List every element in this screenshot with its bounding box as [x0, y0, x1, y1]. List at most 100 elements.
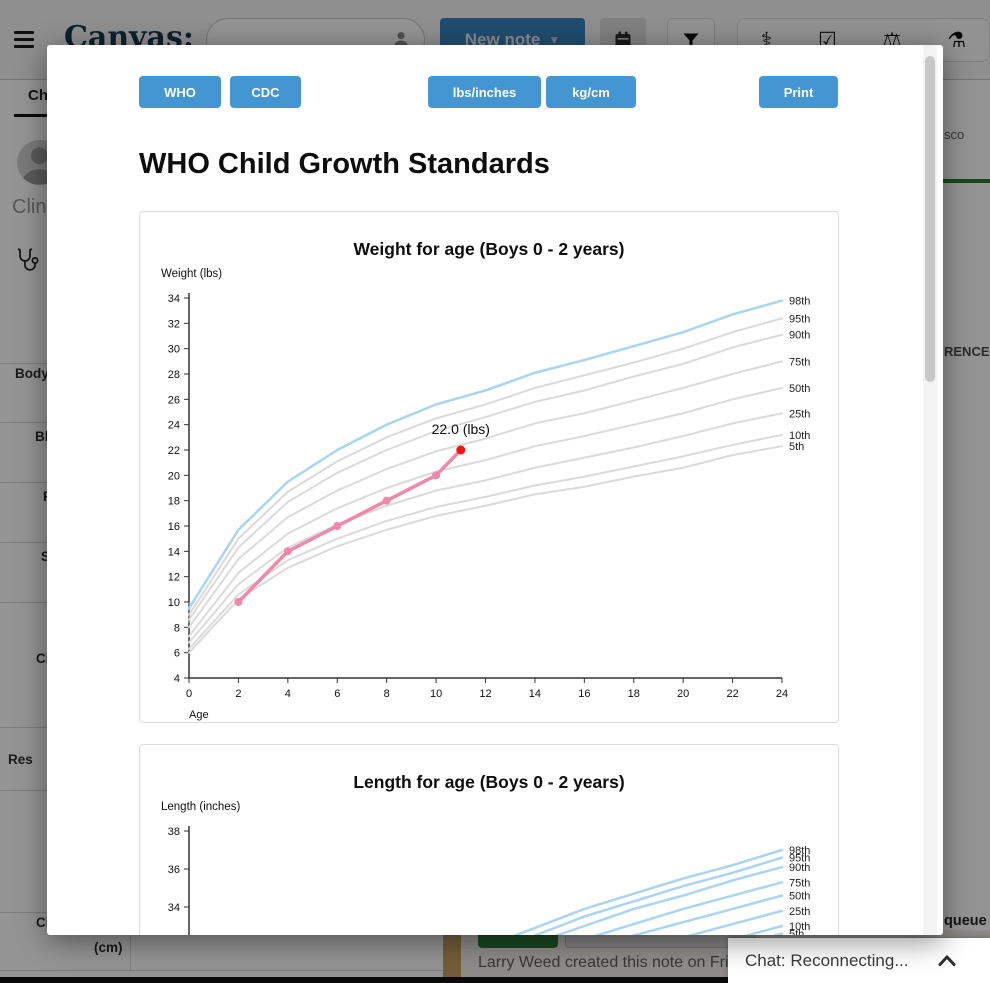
length-chart: 1820222426283032343638024681012141618202…	[168, 826, 810, 935]
vital-label-circumference: Ci	[36, 651, 50, 666]
bottom-bar	[0, 977, 990, 983]
chevron-down-icon: ▼	[548, 33, 561, 47]
percentile-label-25th: 25th	[789, 408, 810, 420]
percentile-label-90th: 90th	[789, 330, 810, 342]
y-tick-label: 14	[168, 546, 180, 558]
note-created-text: Larry Weed created this note on Friday, …	[478, 954, 771, 971]
percentile-label-98th: 98th	[789, 845, 810, 857]
axis-frame	[188, 293, 782, 679]
green-accent-line	[943, 179, 990, 183]
x-tick-label: 14	[529, 688, 541, 700]
kg-cm-button[interactable]: kg/cm	[546, 76, 636, 108]
vital-label-s: S	[41, 549, 51, 564]
chat-bar[interactable]: Chat: Reconnecting...	[728, 938, 990, 983]
modal-scrollbar-thumb[interactable]	[925, 56, 935, 382]
right-text-partial-rence: RENCE:	[944, 344, 990, 359]
percentile-curve-50th	[631, 894, 784, 935]
x-tick-label: 24	[776, 688, 788, 700]
length-chart-panel: Length for age (Boys 0 - 2 years) Length…	[139, 744, 839, 935]
percentile-label-10th: 10th	[789, 430, 810, 442]
y-tick-label: 12	[168, 572, 180, 584]
y-tick-label: 32	[168, 318, 180, 330]
active-tab-underline	[14, 114, 56, 117]
filter-icon	[683, 33, 699, 47]
x-tick-label: 12	[479, 688, 491, 700]
tab-chart[interactable]: Ch	[28, 87, 48, 104]
percentile-curve-95th	[532, 856, 784, 935]
patient-point	[382, 496, 391, 505]
percentile-label-10th: 10th	[789, 921, 810, 933]
percentile-label-5th: 5th	[789, 441, 804, 453]
percentile-curve-25th	[687, 909, 784, 935]
stethoscope-icon[interactable]	[16, 248, 40, 274]
percentile-label-98th: 98th	[789, 296, 810, 308]
x-tick-label: 10	[430, 688, 442, 700]
hamburger-menu-icon[interactable]	[14, 31, 34, 48]
percentile-label-50th: 50th	[789, 383, 810, 395]
weight-chart-panel: Weight for age (Boys 0 - 2 years) Weight…	[139, 211, 839, 723]
who-button[interactable]: WHO	[139, 76, 221, 108]
percentile-label-95th: 95th	[789, 853, 810, 865]
x-tick-label: 16	[578, 688, 590, 700]
length-chart-ylabel: Length (inches)	[161, 801, 241, 813]
y-tick-label: 4	[174, 673, 180, 685]
percentile-label-95th: 95th	[789, 313, 810, 325]
print-button[interactable]: Print	[759, 76, 838, 108]
y-tick-label: 34	[168, 902, 180, 914]
patient-point	[432, 471, 441, 480]
percentile-curve-75th	[594, 881, 784, 935]
percentile-label-90th: 90th	[789, 862, 810, 874]
note-edge-strip	[443, 930, 461, 977]
y-tick-label: 30	[168, 344, 180, 356]
patient-point	[283, 547, 292, 556]
clinic-label-partial: Clin	[12, 196, 47, 218]
x-tick-label: 2	[235, 688, 241, 700]
percentile-curve-25th	[188, 412, 783, 644]
percentile-curve-50th	[188, 386, 783, 638]
y-tick-label: 28	[168, 369, 180, 381]
x-tick-label: 6	[334, 688, 340, 700]
x-tick-label: 22	[726, 688, 738, 700]
percentile-curve-98th	[187, 299, 784, 610]
y-tick-label: 36	[168, 864, 180, 876]
x-axis-label: Age	[189, 709, 209, 721]
modal-scrollbar[interactable]	[923, 45, 937, 935]
weight-chart-title: Weight for age (Boys 0 - 2 years)	[353, 239, 625, 259]
y-tick-label: 22	[168, 445, 180, 457]
patient-point	[234, 598, 243, 606]
vital-unit-cm: (cm)	[94, 940, 123, 955]
y-tick-label: 16	[168, 521, 180, 533]
y-tick-label: 20	[168, 470, 180, 482]
person-icon	[394, 32, 408, 47]
x-tick-label: 4	[285, 688, 291, 700]
caduceus-icon[interactable]: ⚕	[760, 28, 773, 52]
x-tick-label: 20	[677, 688, 689, 700]
percentile-label-50th: 50th	[789, 891, 810, 903]
modal-title: WHO Child Growth Standards	[139, 148, 550, 180]
percentile-curve-95th	[188, 317, 783, 616]
chat-status-text: Chat: Reconnecting...	[745, 950, 909, 970]
lbs-inches-button[interactable]: lbs/inches	[428, 76, 541, 108]
percentile-curve-75th	[188, 360, 783, 629]
cdc-button[interactable]: CDC	[230, 76, 301, 108]
patient-point-latest	[456, 445, 466, 455]
flask-icon[interactable]: ⚗	[947, 28, 967, 52]
right-text-partial-queue: queue	[944, 913, 987, 929]
percentile-curve-98th	[512, 848, 784, 935]
x-tick-label: 18	[628, 688, 640, 700]
percentile-curve-90th	[188, 333, 783, 621]
chevron-up-icon[interactable]	[938, 955, 956, 966]
y-tick-label: 18	[168, 496, 180, 508]
vital-label-circumference-2: Ci	[36, 915, 50, 930]
y-tick-label: 6	[174, 648, 180, 660]
percentile-label-25th: 25th	[789, 906, 810, 918]
percentile-label-75th: 75th	[789, 877, 810, 889]
y-tick-label: 10	[168, 597, 180, 609]
length-chart-title: Length for age (Boys 0 - 2 years)	[353, 772, 625, 792]
y-tick-label: 24	[168, 420, 180, 432]
growth-standards-modal: WHO CDC lbs/inches kg/cm Print WHO Child…	[47, 45, 943, 935]
patient-point	[333, 522, 342, 530]
x-tick-label: 0	[186, 688, 192, 700]
vital-label-respiration: Res	[8, 752, 33, 767]
